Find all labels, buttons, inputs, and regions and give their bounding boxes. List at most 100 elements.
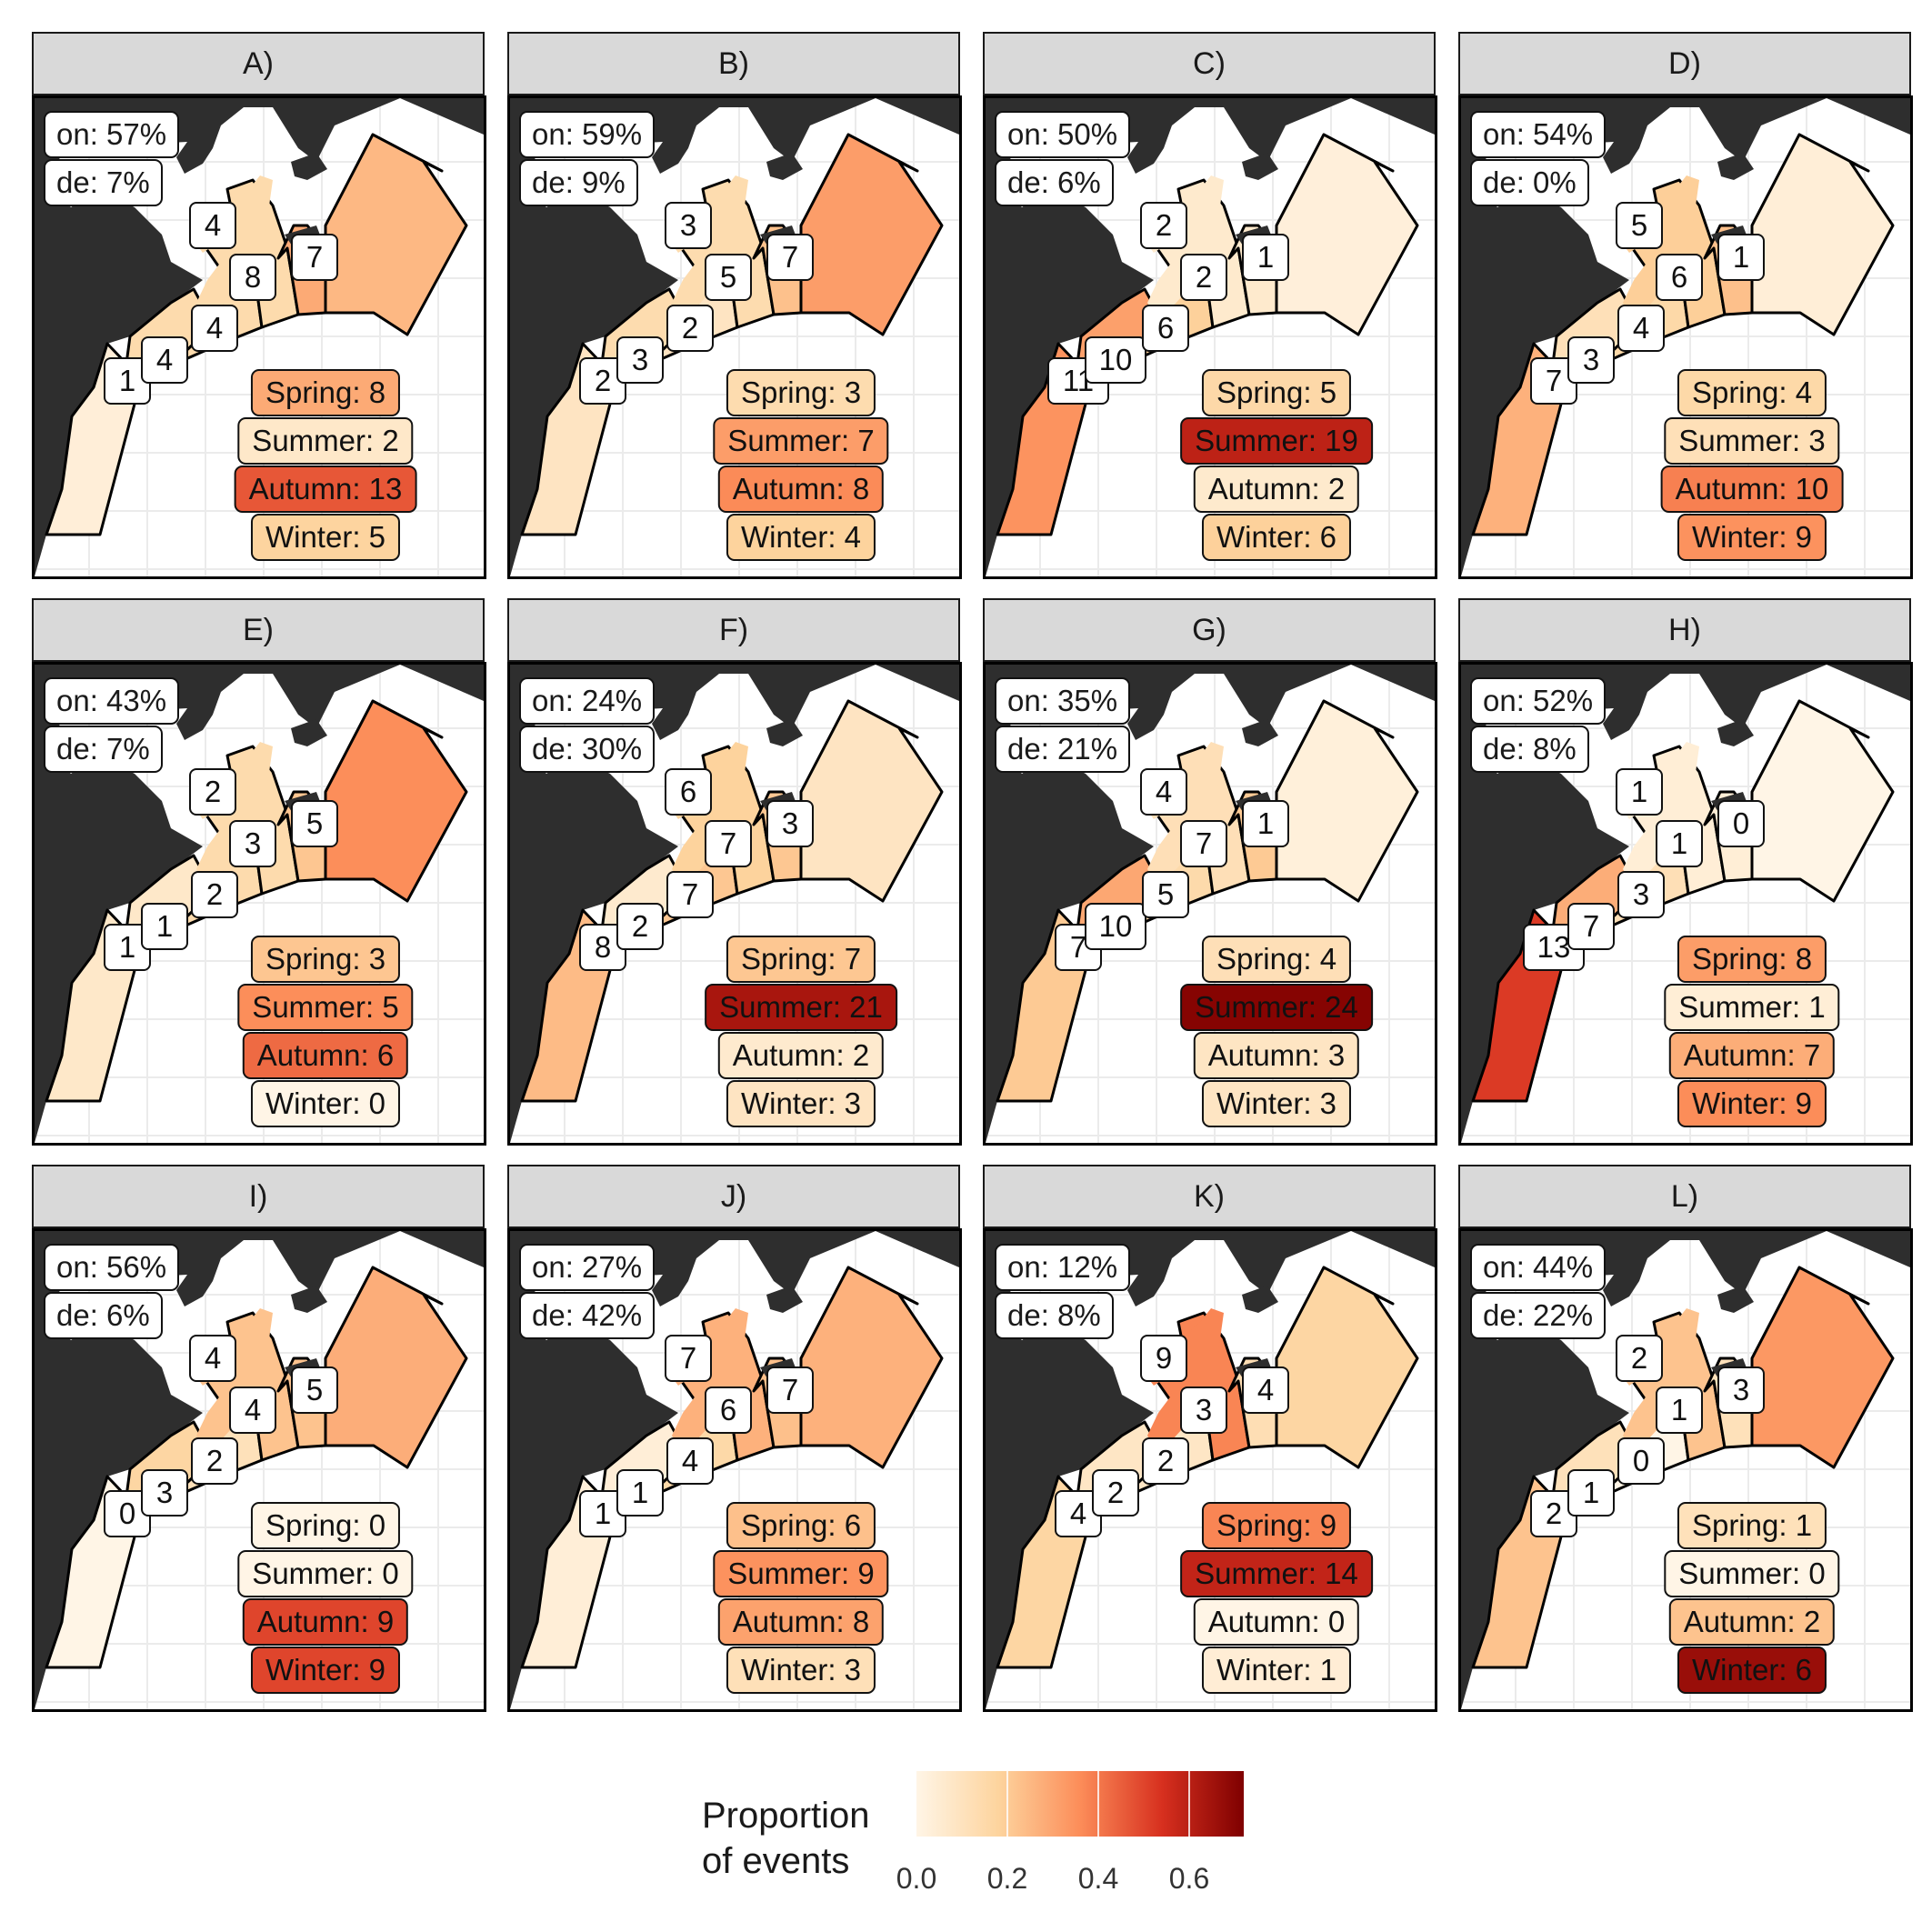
season-name: Autumn [1675, 472, 1779, 506]
season-count-label: Autumn: 8 [717, 1598, 885, 1646]
season-name: Summer [252, 990, 365, 1024]
season-name: Summer [719, 990, 833, 1024]
landmass [1461, 1231, 1910, 1709]
region-polygon [799, 133, 944, 336]
map-plot: on: 24% de: 30% 8 2 7 6 7 3 Spring: 7 Summer: 21 A… [507, 662, 962, 1146]
region-count-label: 1 [1567, 1469, 1615, 1517]
season-count: 3 [844, 375, 862, 409]
season-name: Winter [265, 520, 353, 554]
season-count-label: Summer: 14 [1180, 1550, 1373, 1597]
region-count-label: 4 [666, 1437, 714, 1485]
region-count-label: 1 [616, 1469, 664, 1517]
island-shape [1717, 1286, 1754, 1313]
season-name: Spring [1691, 942, 1779, 976]
season-separator: : [827, 942, 845, 976]
season-count-label: Spring: 8 [250, 369, 401, 416]
region-count-label: 3 [1180, 1386, 1227, 1434]
season-name: Spring [740, 942, 828, 976]
season-count: 7 [1803, 1038, 1821, 1072]
landmass [35, 665, 484, 1143]
legend-gradient [916, 1771, 1244, 1837]
season-name: Winter [1691, 520, 1779, 554]
season-count: 7 [844, 942, 862, 976]
region-count-label: 2 [616, 903, 664, 950]
season-name: Spring [1691, 375, 1779, 409]
onshore-percent-label: on: 56% [44, 1244, 180, 1291]
season-count-label: Autumn: 2 [717, 1032, 885, 1079]
region-count-label: 5 [705, 254, 752, 301]
region-count-label: 5 [1142, 871, 1189, 918]
season-count-label: Autumn: 2 [1193, 465, 1360, 513]
season-separator: : [352, 472, 369, 506]
legend-tick-label: 0.6 [1168, 1862, 1210, 1895]
season-count: 3 [844, 1653, 862, 1687]
season-name: Summer [1678, 990, 1792, 1024]
de-percent-label: de: 7% [44, 726, 163, 773]
season-separator: : [827, 375, 845, 409]
season-count: 3 [1327, 1038, 1346, 1072]
season-name: Winter [265, 1086, 353, 1120]
map-plot: on: 54% de: 0% 7 3 4 5 6 1 Spring: 4 Summer: 3 Aut… [1458, 95, 1913, 579]
region-polygon [1750, 133, 1895, 336]
season-count: 6 [844, 1508, 862, 1542]
region-polygon [1750, 1266, 1895, 1469]
panel-title: A) [32, 32, 485, 95]
season-separator: : [1778, 942, 1796, 976]
de-percent-label: de: 6% [44, 1292, 163, 1339]
onshore-percent-label: on: 52% [1470, 677, 1607, 725]
region-count-label: 1 [1717, 234, 1765, 281]
island-shape [766, 719, 803, 746]
season-name: Spring [1216, 1508, 1304, 1542]
season-name: Winter [1216, 1653, 1304, 1687]
de-percent-label: de: 22% [1470, 1292, 1607, 1339]
map-plot: on: 43% de: 7% 1 1 2 2 3 5 Spring: 3 Summer: 5 Aut… [32, 662, 486, 1146]
region-count-label: 4 [229, 1386, 276, 1434]
facet-panel: G) on: 35% de: 21% 7 10 5 4 7 1 Spring: 4 Summer: … [983, 598, 1437, 1146]
de-percent-label: de: 42% [519, 1292, 656, 1339]
region-count-label: 3 [141, 1469, 188, 1517]
region-count-label: 7 [766, 1366, 814, 1414]
panel-title: K) [983, 1165, 1436, 1228]
season-separator: : [1303, 520, 1320, 554]
region-count-label: 3 [1717, 1366, 1765, 1414]
region-count-label: 3 [616, 336, 664, 384]
facet-panel: F) on: 24% de: 30% 8 2 7 6 7 3 Spring: 7 Summer: 2… [507, 598, 962, 1146]
onshore-percent-label: on: 57% [44, 111, 180, 158]
season-separator: : [836, 472, 853, 506]
season-name: Spring [265, 942, 353, 976]
region-count-label: 3 [229, 820, 276, 867]
season-count-label: Winter: 1 [1201, 1647, 1352, 1694]
season-name: Autumn [732, 1038, 836, 1072]
season-name: Autumn [1207, 1038, 1312, 1072]
legend-tick-label: 0.4 [1077, 1862, 1119, 1895]
season-count-label: Summer: 2 [237, 417, 414, 465]
onshore-percent-label: on: 12% [995, 1244, 1131, 1291]
facet-panel: L) on: 44% de: 22% 2 1 0 2 1 3 Spring: 1 Summer: 0… [1458, 1165, 1913, 1712]
region-count-label: 2 [666, 305, 714, 352]
region-count-label: 2 [191, 871, 238, 918]
season-count: 2 [1327, 472, 1346, 506]
region-count-label: 7 [1180, 820, 1227, 867]
season-count-label: Summer: 24 [1180, 984, 1373, 1031]
season-separator: : [1778, 1086, 1796, 1120]
season-count-label: Winter: 3 [726, 1080, 876, 1127]
region-count-label: 2 [191, 1437, 238, 1485]
landmass [35, 1231, 484, 1709]
region-count-label: 2 [189, 768, 236, 816]
legend-title: Proportion of events [702, 1793, 870, 1884]
season-count: 5 [382, 990, 399, 1024]
season-count: 0 [1808, 1557, 1826, 1590]
panel-title: G) [983, 598, 1436, 662]
season-separator: : [365, 1557, 383, 1590]
season-name: Winter [1216, 520, 1304, 554]
season-count-label: Winter: 3 [1201, 1080, 1352, 1127]
region-count-label: 7 [665, 1335, 712, 1382]
region-count-label: 2 [1616, 1335, 1663, 1382]
season-separator: : [1791, 424, 1809, 457]
season-separator: : [352, 1653, 369, 1687]
region-count-label: 7 [291, 234, 338, 281]
map-plot: on: 27% de: 42% 1 1 4 7 6 7 Spring: 6 Summer: 9 Au… [507, 1228, 962, 1712]
facet-panel: C) on: 50% de: 6% 11 10 6 2 2 1 Spring: 5 Summer: … [983, 32, 1437, 579]
season-count: 6 [376, 1038, 395, 1072]
season-count-label: Spring: 1 [1677, 1502, 1827, 1549]
